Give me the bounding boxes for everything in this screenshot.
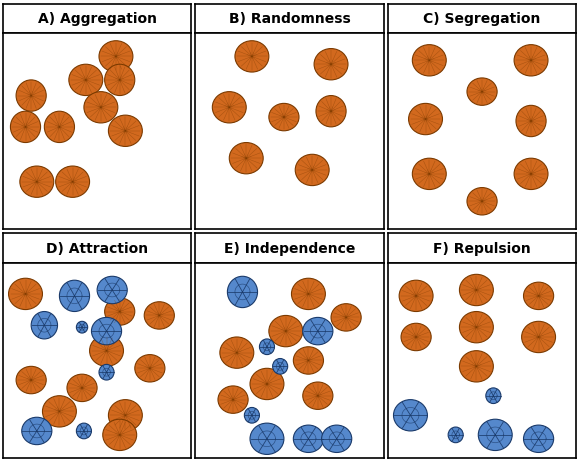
Ellipse shape bbox=[412, 45, 446, 77]
Ellipse shape bbox=[521, 322, 555, 353]
Ellipse shape bbox=[460, 275, 494, 306]
Ellipse shape bbox=[244, 407, 260, 423]
Ellipse shape bbox=[55, 167, 90, 198]
Ellipse shape bbox=[31, 312, 58, 339]
Ellipse shape bbox=[22, 417, 52, 444]
Ellipse shape bbox=[478, 419, 512, 450]
Ellipse shape bbox=[42, 396, 76, 427]
Ellipse shape bbox=[69, 65, 103, 96]
Ellipse shape bbox=[144, 302, 175, 330]
Ellipse shape bbox=[260, 339, 275, 355]
Text: D) Attraction: D) Attraction bbox=[46, 241, 148, 256]
Text: A) Aggregation: A) Aggregation bbox=[38, 12, 157, 26]
Ellipse shape bbox=[514, 159, 548, 190]
Ellipse shape bbox=[269, 104, 299, 131]
Ellipse shape bbox=[91, 318, 121, 345]
Ellipse shape bbox=[295, 155, 329, 186]
Ellipse shape bbox=[331, 304, 361, 332]
Ellipse shape bbox=[229, 143, 263, 175]
Ellipse shape bbox=[109, 400, 142, 431]
Ellipse shape bbox=[76, 322, 88, 333]
Ellipse shape bbox=[314, 50, 348, 81]
Ellipse shape bbox=[409, 104, 443, 135]
Ellipse shape bbox=[514, 45, 548, 77]
Ellipse shape bbox=[269, 316, 303, 347]
Ellipse shape bbox=[212, 93, 246, 124]
Ellipse shape bbox=[97, 277, 127, 304]
Ellipse shape bbox=[9, 279, 42, 310]
Ellipse shape bbox=[460, 312, 494, 343]
Ellipse shape bbox=[399, 281, 433, 312]
Ellipse shape bbox=[218, 386, 248, 413]
Ellipse shape bbox=[321, 425, 352, 452]
Ellipse shape bbox=[250, 369, 284, 400]
Ellipse shape bbox=[76, 423, 91, 439]
Ellipse shape bbox=[524, 425, 554, 452]
Text: C) Segregation: C) Segregation bbox=[423, 12, 541, 26]
Ellipse shape bbox=[486, 388, 501, 404]
Ellipse shape bbox=[135, 355, 165, 382]
Ellipse shape bbox=[250, 423, 284, 455]
Ellipse shape bbox=[84, 93, 118, 124]
Ellipse shape bbox=[448, 427, 463, 443]
Ellipse shape bbox=[220, 337, 254, 369]
Ellipse shape bbox=[467, 79, 497, 106]
Text: B) Randomness: B) Randomness bbox=[229, 12, 350, 26]
Ellipse shape bbox=[45, 112, 75, 143]
Ellipse shape bbox=[10, 112, 40, 143]
Ellipse shape bbox=[401, 324, 431, 351]
Text: F) Repulsion: F) Repulsion bbox=[433, 241, 531, 256]
Ellipse shape bbox=[412, 159, 446, 190]
Ellipse shape bbox=[294, 347, 324, 375]
Text: E) Independence: E) Independence bbox=[224, 241, 355, 256]
Ellipse shape bbox=[235, 42, 269, 73]
Ellipse shape bbox=[294, 425, 324, 452]
Ellipse shape bbox=[16, 81, 46, 112]
Ellipse shape bbox=[99, 42, 133, 73]
Ellipse shape bbox=[20, 167, 54, 198]
Ellipse shape bbox=[394, 400, 427, 431]
Ellipse shape bbox=[303, 382, 333, 410]
Ellipse shape bbox=[109, 116, 142, 147]
Ellipse shape bbox=[516, 106, 546, 138]
Ellipse shape bbox=[273, 359, 288, 375]
Ellipse shape bbox=[303, 318, 333, 345]
Ellipse shape bbox=[16, 367, 46, 394]
Ellipse shape bbox=[67, 375, 97, 402]
Ellipse shape bbox=[105, 298, 135, 325]
Ellipse shape bbox=[105, 65, 135, 96]
Ellipse shape bbox=[460, 351, 494, 382]
Ellipse shape bbox=[227, 277, 258, 308]
Ellipse shape bbox=[99, 364, 114, 380]
Ellipse shape bbox=[60, 281, 90, 312]
Ellipse shape bbox=[316, 96, 346, 128]
Ellipse shape bbox=[103, 419, 136, 450]
Ellipse shape bbox=[90, 335, 124, 367]
Ellipse shape bbox=[291, 279, 325, 310]
Ellipse shape bbox=[467, 188, 497, 215]
Ellipse shape bbox=[524, 282, 554, 310]
